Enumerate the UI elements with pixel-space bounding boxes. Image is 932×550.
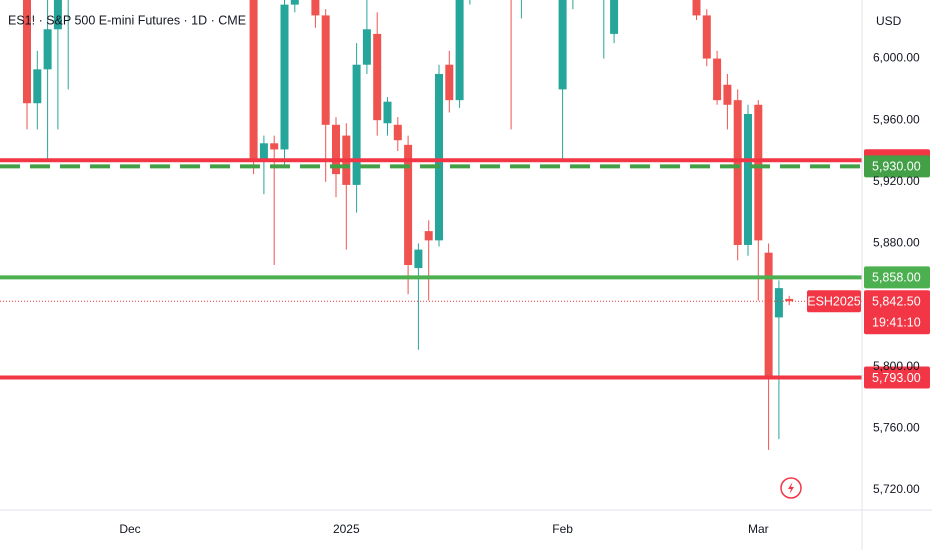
candle-body xyxy=(610,0,619,34)
x-tick-label: Mar xyxy=(748,522,769,536)
x-tick-label: 2025 xyxy=(333,522,360,536)
candle-body xyxy=(702,15,711,59)
candle-body xyxy=(764,252,773,380)
candle-body xyxy=(259,143,268,161)
price-level-label: 5,858.00 xyxy=(872,271,921,285)
candle-body xyxy=(435,73,443,241)
candle-body xyxy=(53,0,62,30)
candle-body xyxy=(692,0,701,16)
candle-body xyxy=(754,104,763,241)
candle-body xyxy=(424,231,433,241)
candle-body xyxy=(774,288,783,318)
price-level-label: 5,793.00 xyxy=(872,371,921,385)
candle-body xyxy=(270,143,279,150)
plot-area xyxy=(23,0,794,450)
candle-body xyxy=(713,58,722,101)
flash-icon[interactable] xyxy=(780,477,802,499)
last-price-tag xyxy=(864,290,930,335)
symbol-label: ESH2025 xyxy=(807,295,861,309)
candle-body xyxy=(414,249,423,269)
candle-body xyxy=(455,0,464,101)
candle-body xyxy=(23,0,31,104)
chart-title: ES1! · S&P 500 E-mini Futures · 1D · CME xyxy=(8,13,246,27)
candle-body xyxy=(404,144,413,266)
last-price-label: 5,842.50 xyxy=(872,295,921,309)
price-level-tag xyxy=(864,155,930,178)
candle-body xyxy=(785,298,794,302)
candle-body xyxy=(321,15,330,125)
y-tick-label: 5,920.00 xyxy=(873,174,920,188)
currency: USD xyxy=(876,14,902,28)
candle-body xyxy=(373,33,382,121)
countdown-label: 19:41:10 xyxy=(872,316,921,330)
x-tick-label: Dec xyxy=(119,522,140,536)
price-level-tag xyxy=(864,266,930,289)
candle-body xyxy=(352,64,361,185)
price-level-label: 5,930.00 xyxy=(872,160,921,174)
candle-body xyxy=(558,0,567,90)
price-level-tag xyxy=(864,366,930,389)
candle-body xyxy=(393,124,402,141)
y-tick-label: 5,960.00 xyxy=(873,112,920,126)
candle-body xyxy=(723,84,732,105)
price-levels: 5,934.005,930.005,858.005,793.00ESH20255… xyxy=(0,149,930,389)
y-tick-label: 5,760.00 xyxy=(873,421,920,435)
y-tick-label: 5,720.00 xyxy=(873,482,920,496)
candle-body xyxy=(280,4,289,150)
x-tick-label: Feb xyxy=(552,522,573,536)
symbol-tag xyxy=(807,290,861,313)
candle-body xyxy=(43,29,52,70)
candle-body xyxy=(733,100,742,245)
candle-body xyxy=(290,0,299,5)
candle-body xyxy=(249,0,258,161)
candle-body xyxy=(744,114,752,245)
candle-body xyxy=(332,124,340,175)
y-tick-label: 6,000.00 xyxy=(873,51,920,65)
candle-body xyxy=(362,29,371,65)
y-tick-label: 5,800.00 xyxy=(873,359,920,373)
candle-body xyxy=(311,0,320,16)
candle-body xyxy=(445,64,454,101)
y-tick-label: 5,880.00 xyxy=(873,236,920,250)
candle-body xyxy=(33,69,42,104)
candle-body xyxy=(383,101,392,124)
